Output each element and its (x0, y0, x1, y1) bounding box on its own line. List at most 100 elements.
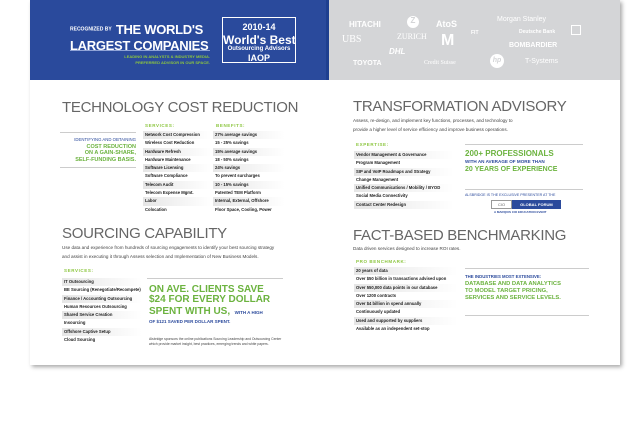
list-item: Finance / Accounting Outsourcing (62, 294, 142, 303)
deutsche-bank-mark (571, 25, 581, 35)
divider (147, 278, 283, 279)
cio-global-forum-logo: CIO GLOBAL FORUM (491, 200, 561, 209)
transform-title: TRANSFORMATION ADVISORY (353, 98, 567, 115)
tech-services-list: Network Cost Compression Wireless Cost Re… (143, 131, 211, 214)
recognition-heading: RECOGNIZED BY THE WORLD'S LARGEST COMPAN… (70, 22, 209, 54)
list-item: Offshore Captive Setup (62, 327, 142, 337)
sourcing-callout: ON AVE. CLIENTS SAVE $24 FOR EVERY DOLLA… (149, 285, 270, 325)
callout-line: TO MODEL TARGET PRICING, (465, 288, 548, 294)
list-item: Hardware Maintenance (145, 156, 191, 162)
heading-line1: THE WORLD'S (115, 22, 204, 37)
list-item: Over 550,000 data points in our database (354, 283, 458, 292)
tech-benefits-list: 27% average savings 15 - 25% savings 15% a… (213, 131, 285, 214)
tech-callout: IDENTIFYING AND OBTAINING COST REDUCTION… (60, 132, 136, 168)
list-item: Patented TEM Platform (215, 190, 261, 196)
recognized-by: RECOGNIZED BY (70, 26, 112, 33)
list-item: 15 - 25% savings (215, 140, 249, 146)
list-item: Social Media Connectivity (356, 193, 408, 199)
callout-line: SELF-FUNDING BASIS. (75, 156, 136, 163)
expertise-label: EXPERTISE: (356, 142, 389, 147)
callout-line: $24 FOR EVERY DOLLAR (149, 294, 271, 305)
callout-line: IDENTIFYING AND OBTAINING (74, 137, 136, 142)
services-label: SERVICES: (145, 123, 175, 128)
award-title: World's Best (223, 33, 296, 47)
logo-t-systems: T-Systems (525, 58, 559, 65)
pro-benchmark-label: PRO BENCHMARK: (356, 259, 407, 264)
logo-hp: hp (490, 54, 504, 68)
iaop-award-logo: 2010-14 World's Best Outsourcing Advisor… (222, 17, 296, 63)
logo-ubs: UBS (342, 34, 362, 45)
presenter-text: ALSBRIDGE IS THE EXCLUSIVE PRESENTER AT … (465, 193, 556, 197)
logo-bombardier: BOMBARDIER (509, 42, 558, 49)
callout-line: SPENT WITH US, (149, 306, 231, 317)
desc-line: and assist in executing it through Asses… (62, 254, 259, 259)
sourcing-services-list: IT Outsourcing BE Sourcing (Renegotiate/R… (62, 278, 142, 344)
list-item: Software Licensing (143, 164, 211, 173)
note-line: which provide market insight, best pract… (149, 342, 269, 346)
forum-label: GLOBAL FORUM (512, 200, 561, 209)
list-item: Available as an independent set-stop (356, 326, 430, 332)
brochure-page: RECOGNIZED BY THE WORLD'S LARGEST COMPAN… (30, 0, 620, 365)
desc-line: provide a higher level of service effici… (353, 127, 508, 132)
list-item: Program Management (356, 160, 400, 166)
cio-label: CIO (491, 200, 513, 209)
list-item: Human Resources Outsourcing (64, 303, 127, 309)
list-item: Telecom Expense Mgmt. (145, 190, 194, 196)
list-item: 18 - 50% savings (215, 156, 249, 162)
list-item: Over 1200 contracts (356, 292, 397, 298)
list-item: 10 - 15% savings (213, 180, 285, 190)
award-years: 2010-14 (240, 22, 278, 32)
desc-line: Assess, re-design, and implement key fun… (353, 118, 513, 123)
client-logos: HITACHI Z AtoS Morgan Stanley UBS ZURICH… (326, 0, 620, 80)
callout-line: SERVICES AND SERVICE LEVELS. (465, 295, 561, 301)
logo-dhl: DHL (389, 47, 406, 56)
callout-line: WITH A HIGH (234, 310, 263, 315)
sourcing-desc: Use data and experience from hundreds of… (62, 243, 274, 261)
list-item: Over $50 billion in transactions advised… (356, 276, 447, 282)
list-item: SIP and VoIP Roadmaps and Strategy (354, 167, 454, 176)
fact-title: FACT-BASED BENCHMARKING (353, 227, 567, 244)
logo-toyota: TOYOTA (353, 60, 382, 67)
list-item: Telecom Audit (143, 180, 211, 190)
list-item: Over $4 billion in spend annually (354, 300, 458, 309)
logo-hitachi: HITACHI (349, 20, 381, 29)
list-item: Cloud Sourcing (64, 337, 96, 343)
list-item: Floor Space, Cooling, Power (215, 206, 272, 212)
list-item: Shared Service Creation (62, 311, 142, 320)
list-item: 20 years of data (354, 267, 458, 276)
list-item: 15% average savings (213, 147, 285, 156)
callout-line: OF $121 SAVED PER DOLLAR SPENT. (149, 319, 231, 324)
callout-line: ON AVE. CLIENTS SAVE (149, 284, 264, 295)
transform-callout: 200+ PROFESSIONALS WITH AN AVERAGE OF MO… (465, 144, 583, 190)
list-item: Software Compliance (145, 173, 188, 179)
tech-title: TECHNOLOGY COST REDUCTION (62, 99, 299, 116)
benefits-label: BENEFITS: (216, 123, 246, 128)
tagline: LEADING IN ANALYSTS & INDUSTRY MEDIA. PRE… (86, 54, 210, 66)
logo-morgan-stanley: Morgan Stanley (497, 16, 547, 23)
heading-line2: LARGEST COMPANIES (70, 38, 209, 53)
list-item: Continuously updated (356, 309, 401, 315)
list-item: Colocation (145, 206, 167, 212)
list-item: Unified Communications / Mobility / BYOD (354, 184, 454, 193)
list-item: IT Outsourcing (62, 278, 142, 287)
logo-fit: FIT (471, 30, 479, 36)
award-org: IAOP (247, 53, 270, 63)
tagline-2: PREFERRED ADVISOR IN OUR SPACE. (135, 60, 210, 65)
sourcing-note: Alsbridge sponsors the online publicatio… (149, 337, 281, 347)
list-item: 24% savings (213, 164, 285, 173)
list-item: BE Sourcing (Renegotiate/Recompete) (64, 287, 141, 293)
logo-credit-suisse: Credit Suisse (424, 60, 456, 66)
list-item: Used and supported by suppliers (354, 316, 458, 326)
list-item: 27% average savings (213, 131, 285, 140)
award-sub: Outsourcing Advisors (227, 46, 291, 52)
list-item: Hardware Refresh (143, 147, 211, 156)
callout-line: ON A GAIN-SHARE, (84, 150, 136, 156)
callout-line: 200+ PROFESSIONALS (465, 149, 554, 158)
event-label: A MARQUIS CIO EDUCATION EVENT (494, 210, 547, 214)
fact-desc: Data driven services designed to increas… (353, 246, 461, 251)
fact-callout: THE INDUSTRIES MOST EXTENSIVE: DATABASE … (465, 268, 589, 316)
services-label: SERVICES: (64, 268, 94, 273)
list-item: Network Cost Compression (143, 131, 211, 140)
callout-line: COST REDUCTION (86, 143, 137, 150)
logo-zurich: ZURICH (397, 32, 427, 41)
